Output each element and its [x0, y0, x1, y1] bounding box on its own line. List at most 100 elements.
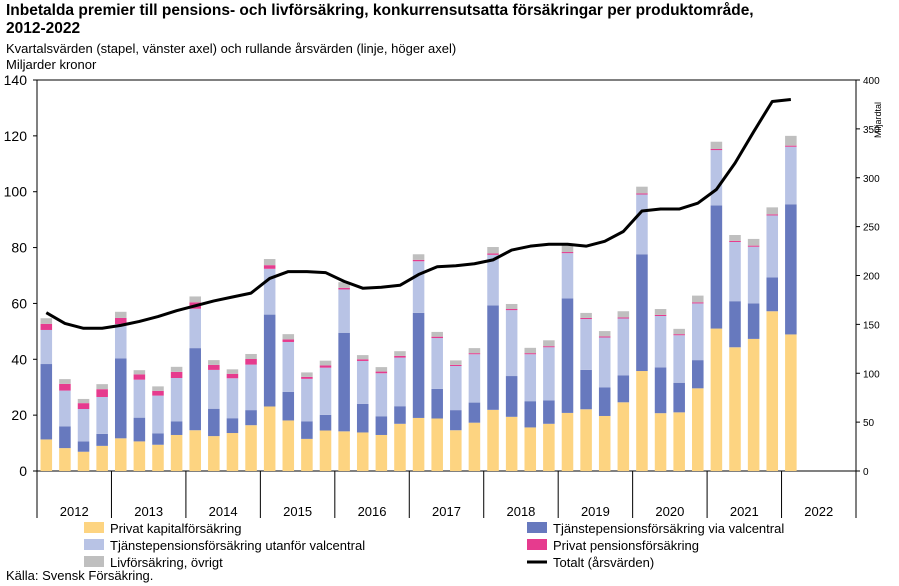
bar-segment [114, 324, 127, 359]
bar-segment [96, 389, 108, 397]
bar-segment [338, 289, 350, 333]
bar-segment [96, 445, 108, 471]
bar-segment [710, 148, 723, 151]
bar-segment [245, 425, 257, 471]
bar-segment [580, 409, 592, 471]
bar-segment [561, 253, 574, 299]
bar-segment [319, 414, 332, 431]
bar-segment [598, 337, 611, 388]
bar-segment [654, 413, 667, 471]
bar-segment [431, 388, 443, 419]
axes: 0 20 40 60 80 100 120 140 0 50 100 150 200 250 300 350 4… [4, 72, 883, 519]
bar-segment [673, 334, 685, 336]
bar-segment [282, 334, 295, 340]
bar-segment [412, 312, 425, 418]
bar-segment [282, 391, 295, 421]
bar-segment [505, 376, 518, 417]
y-tick-label: 60 [11, 295, 27, 311]
bar-segment [96, 433, 108, 446]
bar-segment [598, 415, 611, 471]
legend-item: Livförsäkring, övrigt [84, 555, 223, 570]
bar-segment [468, 354, 481, 403]
bar-segment [692, 388, 704, 471]
bar-segment [226, 433, 239, 471]
bar-segment [133, 379, 146, 418]
y-tick-label: 100 [4, 184, 28, 200]
legend-label: Livförsäkring, övrigt [110, 555, 223, 570]
x-year-label: 2017 [432, 504, 461, 519]
bar-segment [375, 434, 388, 471]
bar-segment [394, 357, 406, 407]
bar-segment [636, 194, 648, 255]
bar-segment [40, 439, 53, 471]
bar-segment [747, 338, 760, 471]
bar-segment [245, 353, 257, 360]
bar-segment [692, 360, 704, 389]
bar-segment [301, 372, 313, 377]
legend-item: Privat pensionsförsäkring [527, 538, 699, 553]
bar-segment [77, 398, 90, 404]
legend-swatch [527, 522, 547, 533]
bar-segment [766, 311, 779, 471]
bar-segment [710, 150, 723, 206]
bar-segment [505, 303, 518, 310]
legend-item: Tjänstepensionsförsäkring utanför valcen… [84, 538, 365, 553]
bar-segment [226, 373, 239, 379]
y2-tick-label: 0 [863, 467, 869, 478]
bar-segment [301, 438, 313, 471]
bar-segment [170, 377, 183, 422]
bar-segment [673, 328, 685, 335]
bar-segment [766, 215, 779, 278]
bar-segment [747, 238, 760, 246]
legend-swatch [527, 539, 547, 550]
bar-segment [59, 379, 71, 384]
bar-segment [133, 370, 146, 375]
y2-tick-label: 400 [863, 76, 880, 87]
legend-item: Tjänstepensionsförsäkring via valcentral [527, 521, 784, 536]
bar-segment [208, 364, 220, 370]
bar-segment [561, 252, 574, 254]
bar-segment [561, 244, 574, 253]
bar-segment [524, 347, 537, 354]
bar-segment [747, 246, 760, 304]
bar-segment [170, 421, 183, 435]
bar-segment [598, 331, 611, 337]
bar-segment [412, 254, 425, 260]
bar-segment [450, 430, 462, 471]
y-tick-label: 40 [11, 351, 27, 367]
bar-segment [561, 412, 574, 471]
bar-segment [747, 245, 760, 247]
bar-segment [77, 451, 90, 471]
bar-segment [375, 371, 388, 374]
x-year-label: 2013 [134, 504, 163, 519]
y2-axis-label: Miljardtal [873, 102, 883, 138]
bar-segment [692, 295, 704, 303]
legend-label: Tjänstepensionsförsäkring utanför valcen… [110, 538, 365, 553]
bar-segment [133, 374, 146, 380]
bar-segment [394, 355, 406, 358]
legend-label: Tjänstepensionsförsäkring via valcentral [553, 521, 784, 536]
bar-segment [636, 254, 648, 372]
bar-segment [170, 434, 183, 471]
bar-segment [226, 418, 239, 434]
x-year-label: 2012 [60, 504, 89, 519]
bar-segment [133, 441, 146, 471]
bar-segment [617, 317, 630, 319]
bar-segment [487, 254, 499, 306]
unit-label: Miljarder kronor [6, 57, 97, 72]
y2-tick-label: 50 [863, 418, 875, 429]
bar-segment [152, 444, 164, 471]
bar-segment [487, 247, 499, 254]
bar-segment [40, 318, 53, 324]
bar-segment [636, 186, 648, 194]
bar-segment [356, 360, 369, 404]
bar-segment [245, 364, 257, 411]
bar-segment [747, 303, 760, 339]
bar-segment [598, 336, 611, 338]
y-tick-label: 20 [11, 407, 27, 423]
bar-segment [152, 433, 164, 445]
bar-segment [468, 353, 481, 355]
bar-segment [766, 214, 779, 216]
bar-segment [785, 146, 797, 205]
bar-segment [692, 302, 704, 304]
